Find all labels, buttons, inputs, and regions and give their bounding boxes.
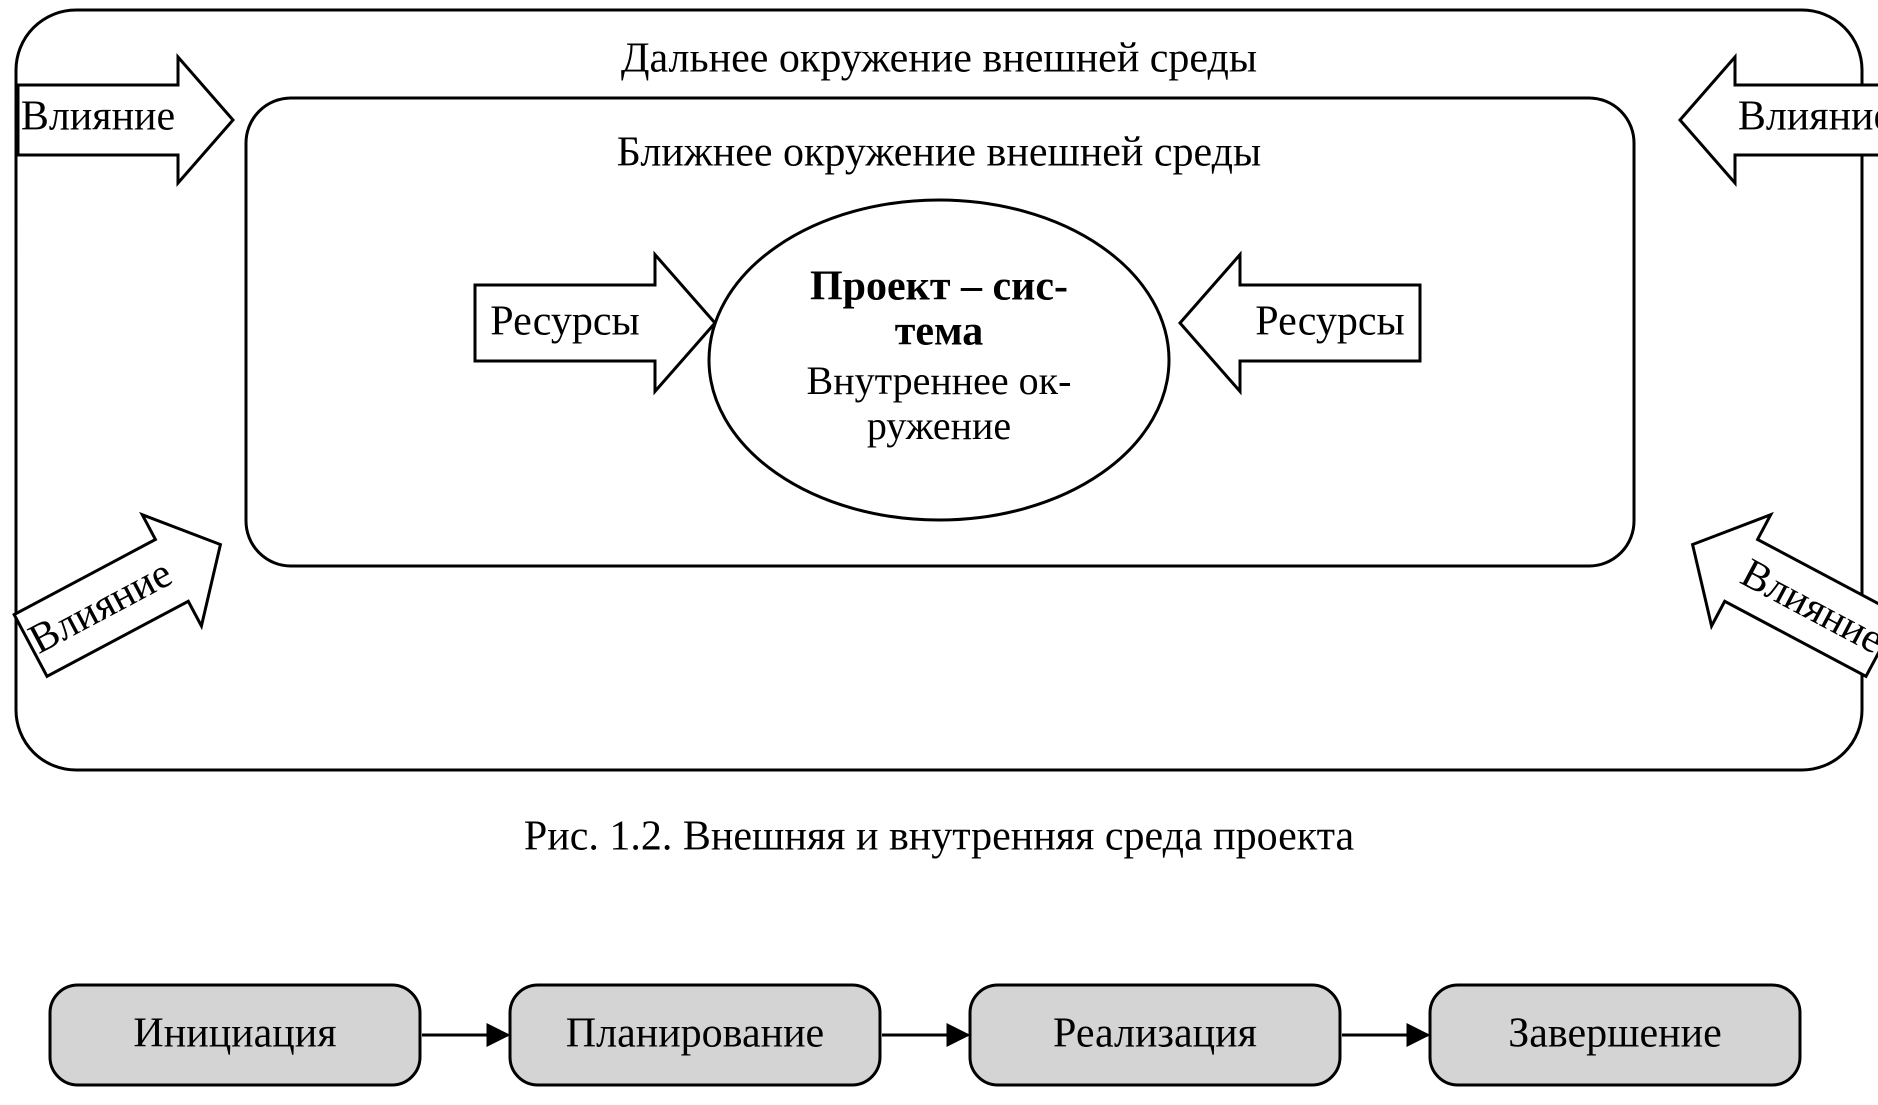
outer-box-title: Дальнее окружение внешней среды	[621, 36, 1257, 82]
flow-step-0-label: Инициация	[133, 1011, 336, 1057]
ellipse-sub-1: Внутреннее ок-	[807, 358, 1072, 403]
inner-box-title: Ближнее окружение внешней среды	[617, 130, 1261, 176]
figure-caption: Рис. 1.2. Внешняя и внутренняя среда про…	[524, 814, 1355, 860]
flow-step-3-label: Завершение	[1508, 1011, 1722, 1057]
influence-arrow-bottom-right: Влияние	[1663, 489, 1878, 701]
flow-step-1-label: Планирование	[566, 1011, 824, 1057]
influence-arrow-top-left: Влияние	[18, 57, 233, 183]
ellipse-sub-2: ружение	[867, 403, 1011, 448]
resource-arrow-right-label: Ресурсы	[1255, 299, 1404, 345]
ellipse-title-1: Проект – сис-	[810, 264, 1068, 310]
ellipse-title-2: тема	[895, 309, 984, 355]
influence-arrow-bottom-left: Влияние	[1, 489, 250, 701]
flow-step-2-label: Реализация	[1053, 1011, 1257, 1057]
influence-arrow-top-right-label: Влияние	[1738, 94, 1878, 140]
influence-arrow-top-left-label: Влияние	[21, 94, 175, 140]
influence-arrow-top-right: Влияние	[1680, 57, 1878, 183]
resource-arrow-left-label: Ресурсы	[490, 299, 639, 345]
